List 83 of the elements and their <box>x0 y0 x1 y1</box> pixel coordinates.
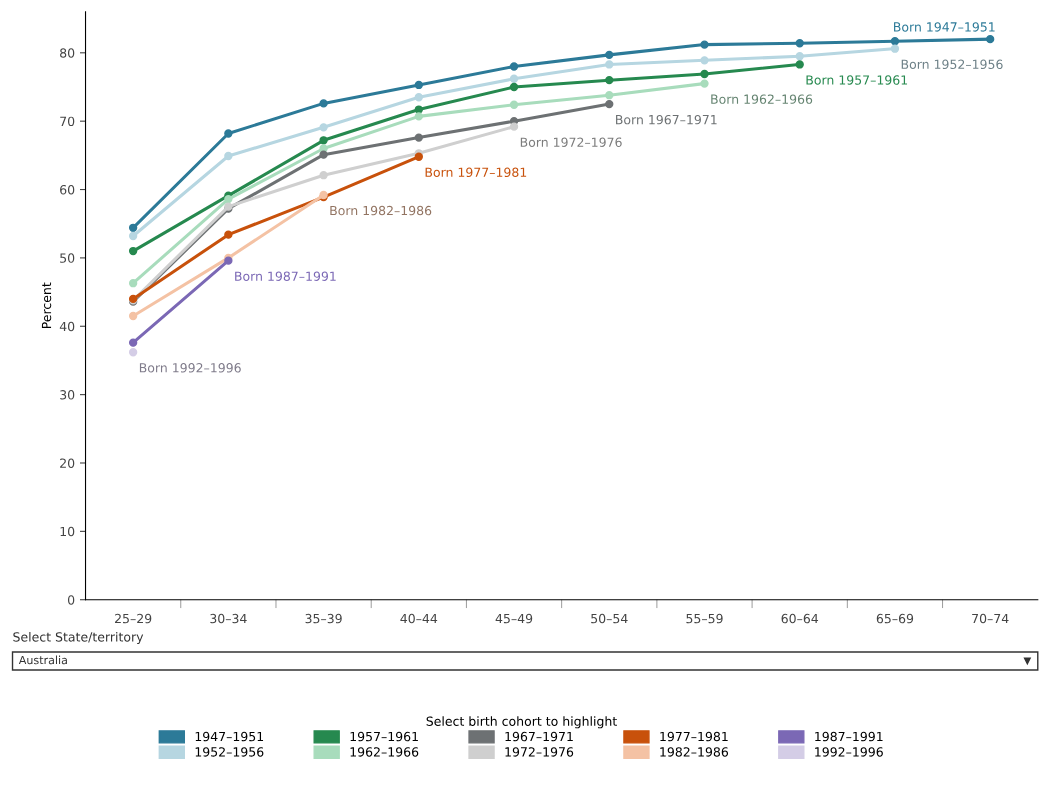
x-tick-label: 65–69 <box>876 613 914 624</box>
point <box>700 56 709 65</box>
point <box>319 123 328 132</box>
annotation: Born 1972–1976 <box>520 137 622 147</box>
annotation: Born 1977–1981 <box>425 167 527 178</box>
legend-label: 1992–1996 <box>815 747 883 757</box>
point <box>128 279 138 288</box>
y-tick-label: 40 <box>59 321 75 332</box>
y-tick-label: 50 <box>60 253 75 263</box>
point <box>509 74 519 83</box>
point <box>224 230 233 239</box>
point <box>605 75 614 85</box>
x-tick-label: 30–34 <box>210 613 247 624</box>
annotation: Born 1957–1961 <box>806 75 908 85</box>
point <box>700 79 709 88</box>
y-tick-label: 20 <box>60 458 75 468</box>
point <box>319 136 328 145</box>
x-tick-label: 55–59 <box>686 613 723 624</box>
point <box>986 34 995 44</box>
annotation: Born 1967–1971 <box>616 114 717 125</box>
point <box>509 100 519 109</box>
legend-label: 1972–1976 <box>505 747 574 757</box>
legend-label: 1977–1981 <box>660 731 728 742</box>
legend-label: 1957–1961 <box>350 731 418 742</box>
y-tick-label: 70 <box>60 116 75 127</box>
legend-label: 1982–1986 <box>660 747 729 757</box>
point <box>224 129 233 138</box>
x-tick-label: 25–29 <box>115 613 152 624</box>
legend-label: 1962–1966 <box>350 747 419 757</box>
point <box>605 99 614 109</box>
x-tick-label: 60–64 <box>781 613 819 624</box>
x-tick-label: 45–49 <box>495 613 533 624</box>
x-tick-label: 40–44 <box>400 613 438 624</box>
annotation: Born 1982–1986 <box>330 205 432 216</box>
point <box>128 223 138 232</box>
point <box>128 231 138 241</box>
point <box>128 246 138 256</box>
y-axis-title: Percent <box>41 282 52 329</box>
point <box>890 44 900 53</box>
point <box>509 62 519 71</box>
annotation: Born 1947–1951 <box>894 22 995 32</box>
annotation: Born 1992–1996 <box>139 363 241 373</box>
point <box>414 105 423 114</box>
legend-label: 1947–1951 <box>195 731 264 742</box>
point <box>224 151 233 161</box>
legend-label: 1967–1971 <box>505 731 573 742</box>
point <box>414 80 423 90</box>
point <box>319 99 328 108</box>
y-tick-label: 60 <box>60 185 75 195</box>
y-tick-label: 80 <box>60 48 75 58</box>
point <box>890 37 900 46</box>
point <box>605 50 614 60</box>
point <box>700 69 709 79</box>
point <box>414 112 423 121</box>
point <box>700 40 709 49</box>
point <box>605 60 614 69</box>
x-tick-label: 50–54 <box>591 613 628 624</box>
text: Australia <box>18 655 67 665</box>
y-tick-label: 10 <box>60 526 75 537</box>
point <box>319 150 328 159</box>
y-tick-label: 0 <box>67 595 75 605</box>
point <box>128 338 138 347</box>
point <box>605 91 614 100</box>
annotation: Born 1952–1956 <box>901 59 1003 69</box>
legend-label: 1952–1956 <box>195 747 264 757</box>
legend-title: Select birth cohort to highlight <box>426 716 617 729</box>
annotation: Born 1962–1966 <box>711 94 813 104</box>
point <box>128 311 138 321</box>
y-tick-label: 30 <box>60 390 75 400</box>
point <box>509 82 519 92</box>
point <box>795 39 804 48</box>
point <box>319 171 328 180</box>
point <box>795 52 804 61</box>
annotation: Born 1987–1991 <box>235 271 336 281</box>
x-tick-label: 35–39 <box>305 613 342 624</box>
point <box>509 122 519 131</box>
point <box>414 93 423 102</box>
point <box>795 60 804 69</box>
legend-label: 1987–1991 <box>815 731 883 742</box>
point <box>414 133 423 142</box>
x-tick-label: 70–74 <box>972 613 1009 624</box>
point <box>224 194 233 204</box>
text: Select State/territory <box>13 631 144 645</box>
